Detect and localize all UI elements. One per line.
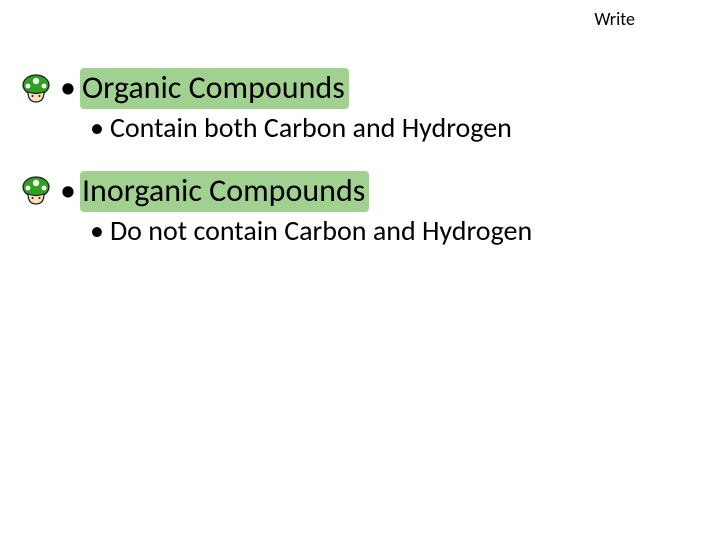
section-organic: •Organic Compounds •Contain both Carbon … <box>20 70 700 145</box>
bullet-icon: • <box>90 213 104 248</box>
heading-text: Organic Compounds <box>80 68 349 109</box>
bullet-icon: • <box>90 110 104 145</box>
heading-organic: •Organic Compounds <box>60 70 349 105</box>
mushroom-icon <box>20 174 52 206</box>
heading-text: Inorganic Compounds <box>80 171 369 212</box>
subline-text: Contain both Carbon and Hydrogen <box>110 110 512 145</box>
page-label: Write <box>594 8 635 30</box>
content-area: •Organic Compounds •Contain both Carbon … <box>20 70 700 276</box>
heading-row: •Inorganic Compounds <box>20 173 700 208</box>
mushroom-icon <box>20 72 52 104</box>
bullet-icon: • <box>60 68 76 107</box>
subline-organic: •Contain both Carbon and Hydrogen <box>90 111 700 145</box>
heading-row: •Organic Compounds <box>20 70 700 105</box>
bullet-icon: • <box>60 171 76 210</box>
subline-inorganic: •Do not contain Carbon and Hydrogen <box>90 214 700 248</box>
subline-text: Do not contain Carbon and Hydrogen <box>110 213 532 248</box>
heading-inorganic: •Inorganic Compounds <box>60 173 369 208</box>
section-inorganic: •Inorganic Compounds •Do not contain Car… <box>20 173 700 248</box>
